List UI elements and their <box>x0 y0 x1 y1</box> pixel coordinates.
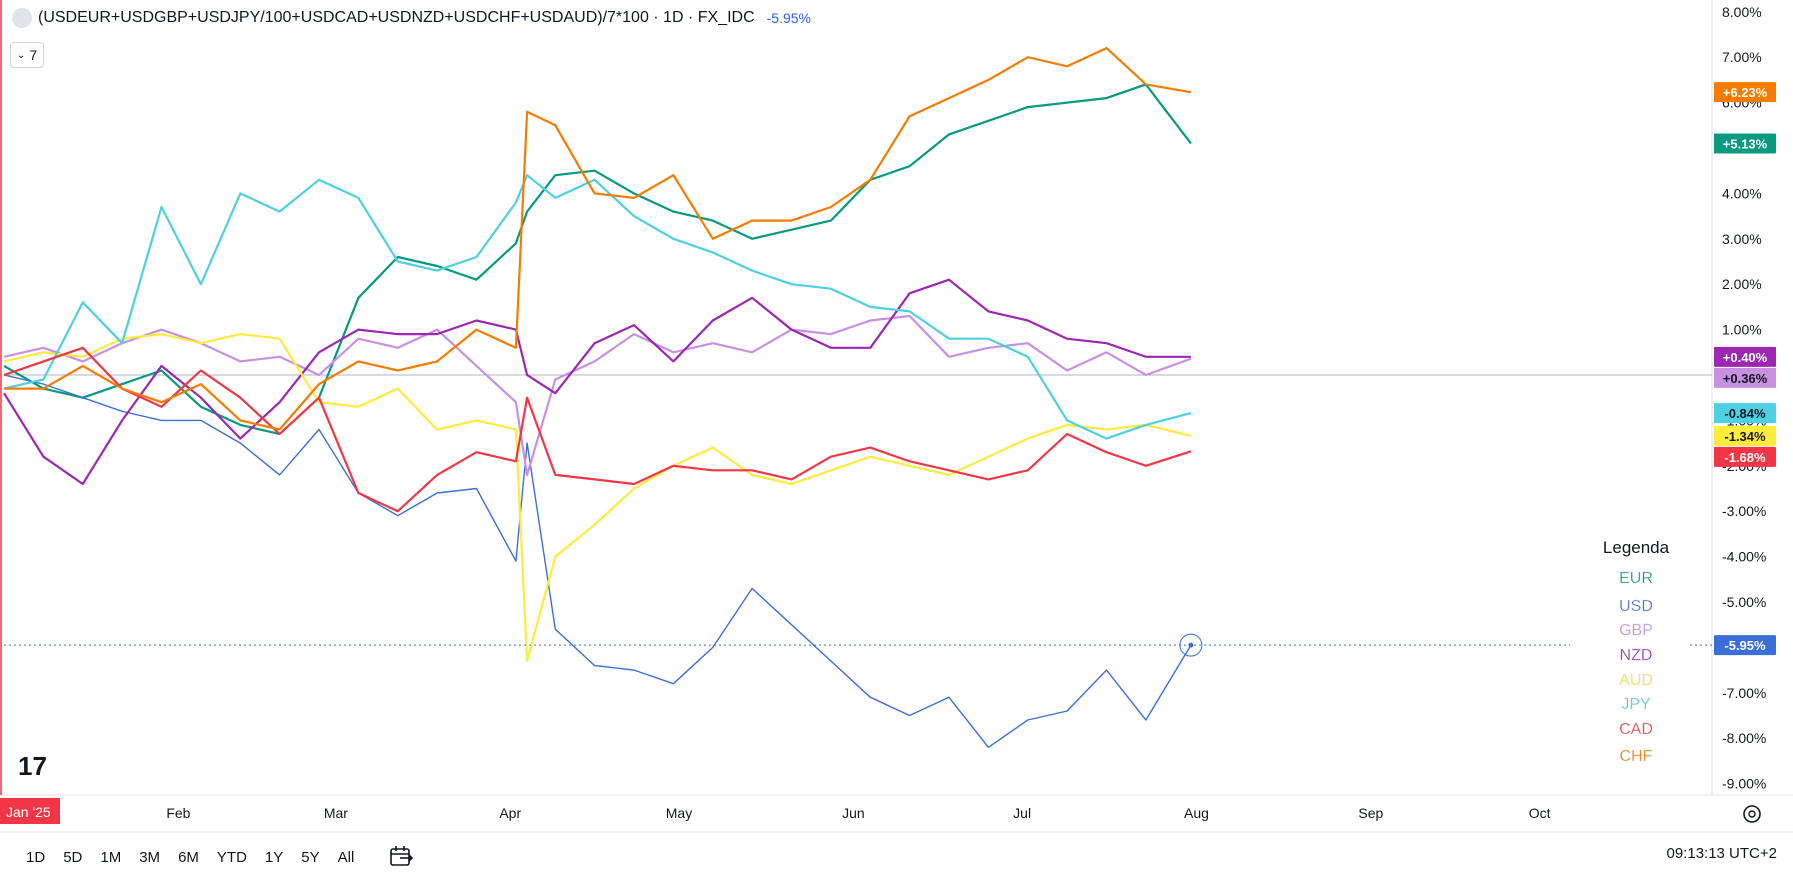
series-line-usdaud[interactable] <box>3 333 1192 663</box>
series-line-usd[interactable] <box>3 374 1192 748</box>
last-value-label: +5.13% <box>1723 136 1768 151</box>
inner-legend-item-gbp: GBP <box>1619 622 1653 639</box>
last-value-label: -0.84% <box>1724 406 1766 421</box>
last-value-badge <box>1714 425 1776 446</box>
time-tick-label: Oct <box>1529 805 1551 821</box>
price-tick-label: -7.00% <box>1722 685 1766 701</box>
series-line-usdchf[interactable] <box>4 46 1192 431</box>
range-ytd-button[interactable]: YTD <box>216 848 247 866</box>
price-tick-label: 2.00% <box>1722 276 1762 292</box>
time-tick-label: Jan '25 <box>6 804 51 820</box>
inner-legend-title: Legenda <box>1603 538 1670 557</box>
range-all-button[interactable]: All <box>337 848 355 866</box>
indicator-count: 7 <box>29 47 38 63</box>
price-tick-label: 1.00% <box>1722 322 1762 338</box>
last-value-label: +6.23% <box>1723 85 1768 100</box>
clock-display[interactable]: 09:13:13 UTC+2 <box>1666 845 1778 862</box>
price-tick-label: -4.00% <box>1722 549 1766 565</box>
inner-legend-item-aud: AUD <box>1619 672 1653 689</box>
price-tick-label: 3.00% <box>1722 231 1762 247</box>
last-value-badge <box>1714 346 1776 367</box>
last-value-badge <box>1714 403 1776 424</box>
range-5y-button[interactable]: 5Y <box>301 848 320 866</box>
inner-legend-item-cad: CAD <box>1619 721 1653 738</box>
time-cursor-badge <box>0 798 60 824</box>
range-1m-button[interactable]: 1M <box>100 848 122 866</box>
symbol-logo-icon <box>12 8 32 28</box>
tradingview-logo: 17 <box>18 751 47 781</box>
price-tick-label: 8.00% <box>1722 4 1762 20</box>
price-tick-label: 4.00% <box>1722 185 1762 201</box>
series-line-usdjpy[interactable] <box>3 174 1192 440</box>
time-tick-label: Sep <box>1358 805 1383 821</box>
last-value-badge <box>1714 367 1776 388</box>
series-line-usdcad[interactable] <box>3 346 1192 513</box>
last-value-badge <box>1714 446 1776 467</box>
time-tick-label: Aug <box>1184 805 1209 821</box>
calendar-icon[interactable] <box>388 844 414 870</box>
symbol-title[interactable]: (USDEUR+USDGBP+USDJPY/100+USDCAD+USDNZD+… <box>38 9 755 26</box>
time-tick-label: Mar <box>324 805 348 821</box>
time-tick-label: Apr <box>499 805 521 821</box>
settings-gear-center-icon <box>1748 810 1756 818</box>
series-line-usdnzd[interactable] <box>3 278 1191 486</box>
price-tick-label: -8.00% <box>1722 730 1766 746</box>
time-tick-label: Feb <box>166 805 190 821</box>
inner-legend-item-chf: CHF <box>1620 748 1653 765</box>
last-value-label: -5.95% <box>1724 638 1766 653</box>
last-value-badge <box>1714 635 1776 656</box>
last-value-label: +0.36% <box>1723 371 1768 386</box>
inner-legend-item-usd: USD <box>1619 598 1653 615</box>
price-tick-label: -5.00% <box>1722 594 1766 610</box>
series-line-usdeur[interactable] <box>3 83 1192 436</box>
symbol-change: -5.95% <box>766 10 811 26</box>
price-tick-label: -3.00% <box>1722 503 1766 519</box>
range-5d-button[interactable]: 5D <box>63 848 83 866</box>
range-selector: 1D 5D 1M 3M 6M YTD 1Y 5Y All <box>14 845 360 870</box>
time-tick-label: Jul <box>1013 805 1031 821</box>
time-tick-label: Jun <box>842 805 865 821</box>
range-1y-button[interactable]: 1Y <box>264 848 284 866</box>
last-value-badge <box>1714 133 1776 154</box>
range-3m-button[interactable]: 3M <box>139 848 161 866</box>
inner-legend-item-eur: EUR <box>1619 570 1653 587</box>
chevron-down-icon: ⌄ <box>17 49 26 61</box>
last-point-dot <box>1188 642 1194 648</box>
inner-legend-item-nzd: NZD <box>1620 647 1653 664</box>
price-tick-label: -9.00% <box>1722 776 1766 792</box>
last-value-label: -1.34% <box>1724 429 1766 444</box>
settings-gear-icon[interactable] <box>1743 805 1761 823</box>
last-point-halo <box>1179 633 1203 657</box>
last-value-label: -1.68% <box>1724 450 1766 465</box>
range-6m-button[interactable]: 6M <box>178 848 199 866</box>
time-tick-label: May <box>666 805 692 821</box>
last-value-label: +0.40% <box>1723 350 1768 365</box>
series-line-usdgbp[interactable] <box>3 314 1192 476</box>
last-value-badge <box>1714 82 1776 103</box>
range-1d-button[interactable]: 1D <box>26 848 46 866</box>
indicators-toggle-button[interactable]: ⌄ 7 <box>10 42 45 68</box>
price-tick-label: 7.00% <box>1722 49 1762 65</box>
inner-legend-item-jpy: JPY <box>1621 696 1651 713</box>
bottom-toolbar: 1D 5D 1M 3M 6M YTD 1Y 5Y All <box>0 832 1793 882</box>
chart-legend-header: (USDEUR+USDGBP+USDJPY/100+USDCAD+USDNZD+… <box>12 8 811 28</box>
